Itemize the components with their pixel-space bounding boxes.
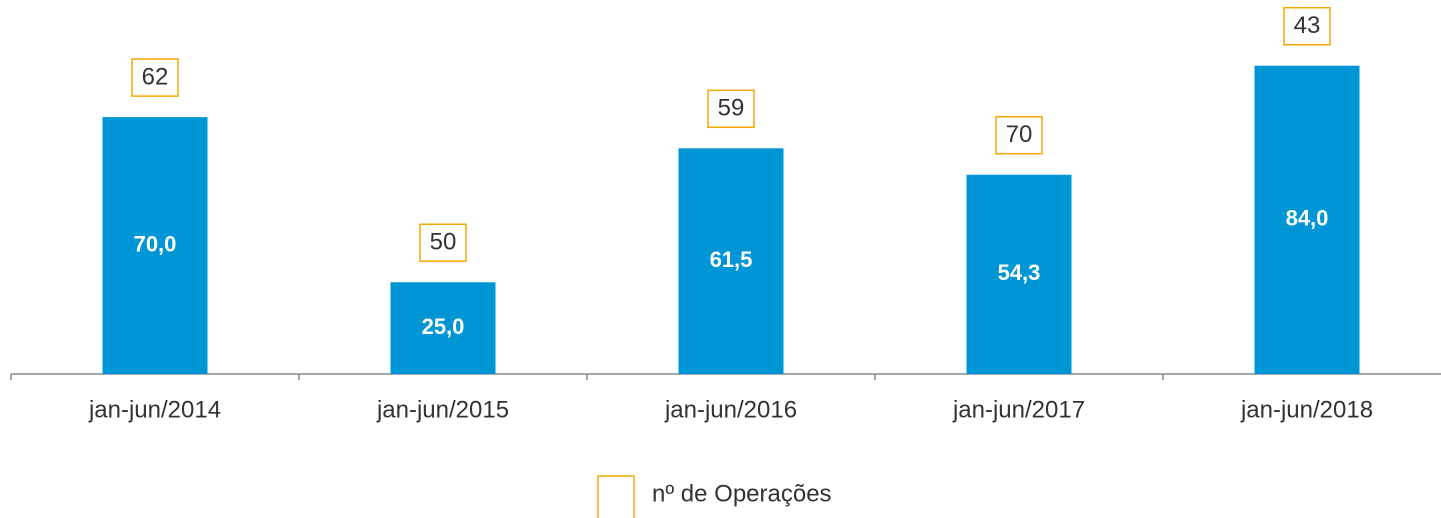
bar xyxy=(102,117,208,374)
bar-value-label: 61,5 xyxy=(710,247,753,272)
operations-box xyxy=(419,223,467,262)
operations-label: 62 xyxy=(142,63,169,90)
x-tick-label: jan-jun/2014 xyxy=(88,396,221,423)
operations-label: 59 xyxy=(718,95,745,122)
operations-box xyxy=(1283,6,1331,46)
bar xyxy=(390,282,496,374)
operations-label: 70 xyxy=(1006,121,1033,148)
bar-value-label: 70,0 xyxy=(134,231,177,256)
bar-value-label: 84,0 xyxy=(1286,206,1329,231)
operations-label: 50 xyxy=(430,229,457,256)
operations-label: 43 xyxy=(1294,12,1321,39)
operations-box xyxy=(131,58,179,97)
legend-swatch xyxy=(597,475,635,518)
x-tick-label: jan-jun/2016 xyxy=(664,396,797,423)
x-tick-label: jan-jun/2015 xyxy=(376,396,509,423)
x-tick-label: jan-jun/2018 xyxy=(1240,396,1373,423)
bar xyxy=(1254,65,1360,374)
bar xyxy=(966,174,1072,374)
bar-value-label: 54,3 xyxy=(998,260,1041,285)
operations-box xyxy=(707,89,755,129)
bar xyxy=(678,148,784,374)
operations-box xyxy=(995,115,1043,155)
bar-value-label: 25,0 xyxy=(422,314,465,339)
x-tick-label: jan-jun/2017 xyxy=(952,396,1085,423)
legend-label: nº de Operações xyxy=(652,480,832,507)
